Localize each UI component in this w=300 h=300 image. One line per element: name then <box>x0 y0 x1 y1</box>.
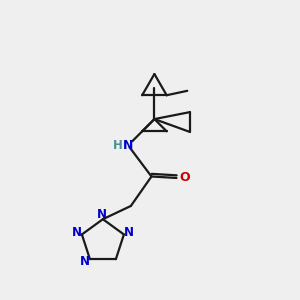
Text: H: H <box>113 139 123 152</box>
Text: N: N <box>72 226 82 239</box>
Text: N: N <box>124 226 134 239</box>
Text: N: N <box>96 208 106 221</box>
Text: N: N <box>80 255 90 268</box>
Text: O: O <box>179 172 190 184</box>
Text: N: N <box>123 139 133 152</box>
